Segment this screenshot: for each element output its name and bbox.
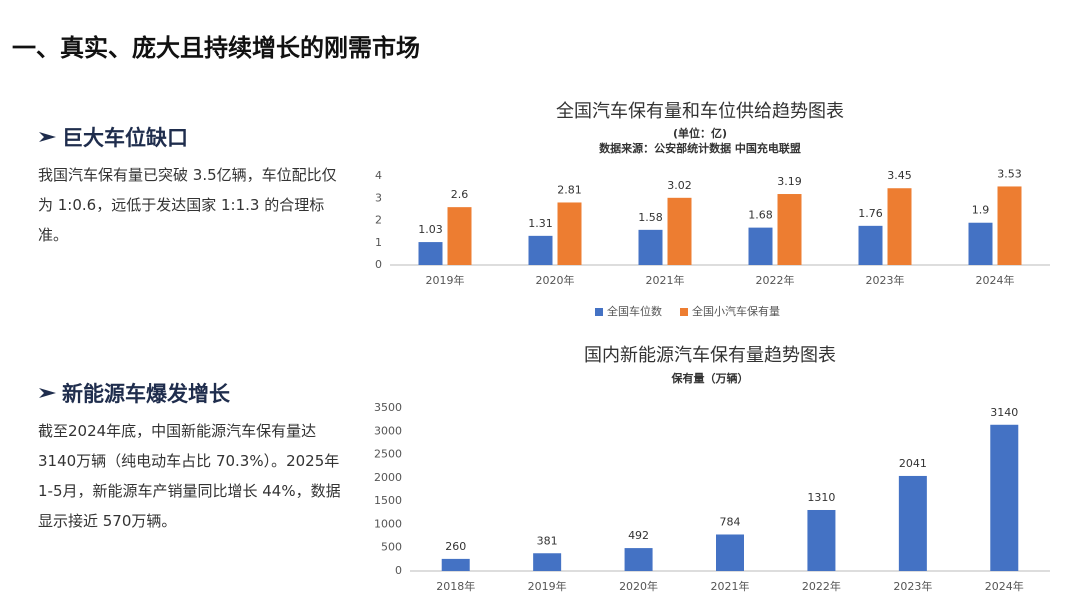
chart-subtitle: 保有量（万辆） bbox=[671, 371, 749, 385]
heading-text: 巨大车位缺口 bbox=[62, 126, 188, 150]
heading-text: 新能源车爆发增长 bbox=[62, 382, 230, 406]
arrow-icon bbox=[39, 132, 56, 142]
section-text: 截至2024年底，中国新能源汽车保有量达 3140万辆（纯电动车占比 70.3%… bbox=[38, 422, 341, 530]
y-tick-label: 500 bbox=[381, 541, 402, 554]
arrow-icon bbox=[39, 388, 56, 398]
value-label: 1.9 bbox=[972, 204, 990, 217]
value-label: 1.76 bbox=[858, 207, 883, 220]
y-tick-label: 0 bbox=[395, 564, 402, 577]
section-heading: 新能源车爆发增长 bbox=[38, 378, 348, 408]
x-tick-label: 2021年 bbox=[646, 273, 685, 287]
x-tick-label: 2018年 bbox=[436, 579, 475, 593]
bar bbox=[557, 202, 582, 265]
y-tick-label: 4 bbox=[375, 169, 382, 182]
y-tick-label: 2000 bbox=[374, 471, 402, 484]
bar bbox=[858, 225, 883, 265]
x-tick-label: 2021年 bbox=[711, 579, 750, 593]
x-tick-label: 2023年 bbox=[893, 579, 932, 593]
bar bbox=[624, 548, 653, 571]
x-tick-label: 2019年 bbox=[528, 579, 567, 593]
chart-title: 全国汽车保有量和车位供给趋势图表 bbox=[556, 101, 844, 122]
slide-title: 一、真实、庞大且持续增长的刚需市场 bbox=[12, 34, 420, 62]
value-label: 2.6 bbox=[451, 188, 469, 201]
x-tick-label: 2024年 bbox=[976, 273, 1015, 287]
value-label: 3.45 bbox=[887, 169, 912, 182]
bar bbox=[447, 207, 472, 265]
section: 巨大车位缺口 我国汽车保有量已突破 3.5亿辆，车位配比仅为 1:0.6，远低于… bbox=[38, 122, 348, 250]
legend-swatch bbox=[680, 308, 688, 316]
value-label: 1.31 bbox=[528, 217, 553, 230]
value-label: 1.03 bbox=[418, 223, 443, 236]
y-tick-label: 1500 bbox=[374, 494, 402, 507]
x-tick-label: 2022年 bbox=[756, 273, 795, 287]
x-tick-label: 2023年 bbox=[866, 273, 905, 287]
bar bbox=[777, 194, 802, 265]
bar bbox=[748, 227, 773, 265]
value-label: 3.19 bbox=[777, 175, 802, 188]
value-label: 3.53 bbox=[997, 167, 1022, 180]
value-label: 1.68 bbox=[748, 209, 773, 222]
section: 新能源车爆发增长 截至2024年底，中国新能源汽车保有量达 3140万辆（纯电动… bbox=[38, 378, 348, 536]
value-label: 260 bbox=[445, 540, 466, 553]
x-tick-label: 2019年 bbox=[426, 273, 465, 287]
y-tick-label: 2 bbox=[375, 214, 382, 227]
y-tick-label: 1 bbox=[375, 236, 382, 249]
section-heading: 巨大车位缺口 bbox=[38, 122, 348, 152]
value-label: 492 bbox=[628, 529, 649, 542]
y-tick-label: 3000 bbox=[374, 424, 402, 437]
bar bbox=[441, 558, 470, 571]
section-text: 我国汽车保有量已突破 3.5亿辆，车位配比仅为 1:0.6，远低于发达国家 1:… bbox=[38, 166, 337, 244]
bar bbox=[418, 242, 443, 265]
bar bbox=[807, 509, 836, 571]
value-label: 784 bbox=[720, 515, 741, 528]
bar bbox=[968, 222, 993, 265]
bar bbox=[533, 553, 562, 571]
legend-swatch bbox=[595, 308, 603, 316]
chart-subtitle: (单位：亿) bbox=[673, 126, 727, 140]
y-tick-label: 1000 bbox=[374, 517, 402, 530]
value-label: 2.81 bbox=[557, 183, 582, 196]
value-label: 1.58 bbox=[638, 211, 663, 224]
x-tick-label: 2024年 bbox=[985, 579, 1024, 593]
value-label: 2041 bbox=[899, 457, 927, 470]
y-tick-label: 2500 bbox=[374, 448, 402, 461]
chart-source: 数据来源：公安部统计数据 中国充电联盟 bbox=[599, 141, 801, 155]
x-tick-label: 2020年 bbox=[619, 579, 658, 593]
y-tick-label: 3 bbox=[375, 191, 382, 204]
bar bbox=[997, 186, 1022, 265]
bar bbox=[667, 197, 692, 265]
legend-label: 全国车位数 bbox=[607, 304, 662, 318]
bar bbox=[990, 424, 1019, 571]
value-label: 3140 bbox=[990, 406, 1018, 419]
y-tick-label: 3500 bbox=[374, 401, 402, 414]
value-label: 3.02 bbox=[667, 179, 692, 192]
x-tick-label: 2022年 bbox=[802, 579, 841, 593]
bar bbox=[528, 235, 553, 265]
bar bbox=[716, 534, 744, 571]
legend-label: 全国小汽车保有量 bbox=[692, 304, 780, 318]
x-tick-label: 2020年 bbox=[536, 273, 575, 287]
bar bbox=[638, 229, 663, 265]
value-label: 1310 bbox=[807, 491, 835, 504]
bar bbox=[898, 475, 927, 571]
y-tick-label: 0 bbox=[375, 258, 382, 271]
bar bbox=[887, 188, 912, 265]
value-label: 381 bbox=[537, 534, 558, 547]
chart-title: 国内新能源汽车保有量趋势图表 bbox=[584, 345, 836, 366]
